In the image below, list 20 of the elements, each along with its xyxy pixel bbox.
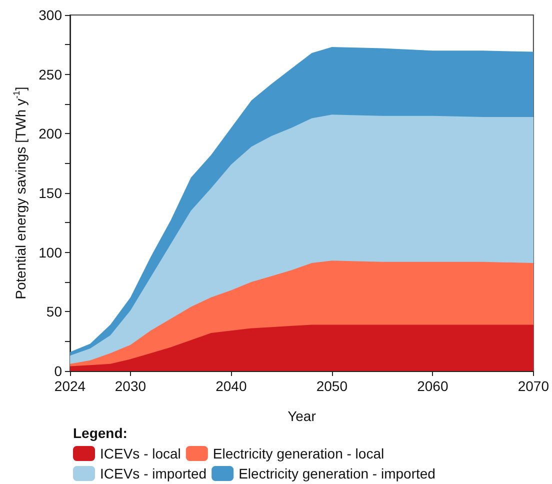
- x-tick-label: 2050: [316, 378, 348, 394]
- x-tick-label: 2070: [518, 378, 550, 394]
- y-tick-label: 300: [38, 7, 62, 23]
- legend-label: ICEVs - imported: [100, 466, 207, 482]
- legend-label: Electricity generation - local: [212, 446, 384, 462]
- legend-label: ICEVs - local: [100, 446, 181, 462]
- x-tick-label: 2040: [216, 378, 247, 394]
- x-axis-title: Year: [288, 408, 316, 424]
- y-tick-label: 0: [54, 363, 62, 379]
- x-tick-label: 2060: [417, 378, 448, 394]
- y-tick-label: 250: [38, 66, 62, 82]
- y-tick-label: 200: [38, 126, 62, 142]
- y-axis-title: Potential energy savings [TWh y-1]: [12, 86, 29, 300]
- x-tick-label: 2030: [114, 378, 146, 394]
- y-tick-label: 150: [38, 185, 62, 201]
- y-tick-label: 50: [46, 304, 62, 320]
- legend-title: Legend:: [73, 425, 128, 441]
- y-tick-label: 100: [38, 244, 62, 260]
- x-tick-label: 2024: [54, 378, 86, 394]
- legend-label: Electricity generation - imported: [238, 466, 436, 482]
